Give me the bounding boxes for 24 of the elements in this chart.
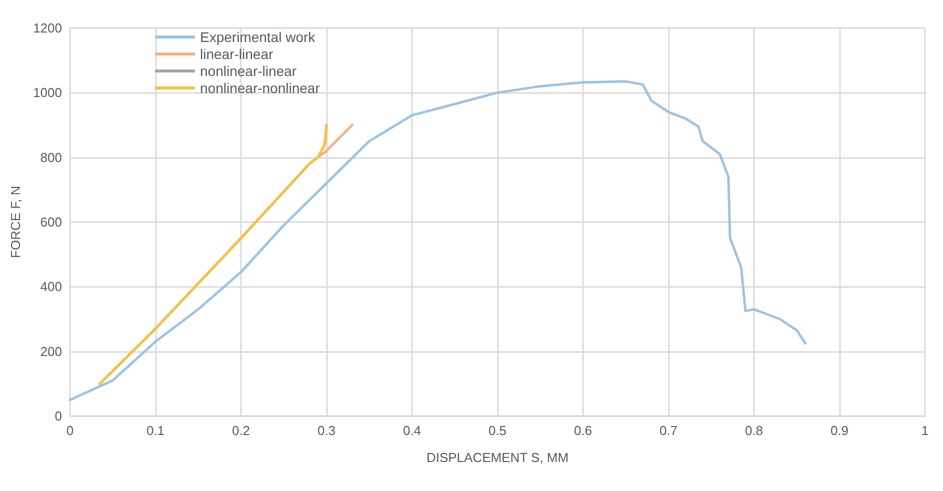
y-tick-label: 600 [40, 214, 62, 230]
legend-label: nonlinear-nonlinear [200, 80, 320, 96]
legend-label: linear-linear [200, 46, 274, 62]
y-tick-label: 1000 [33, 85, 62, 100]
y-tick-label: 200 [40, 344, 62, 359]
x-tick-label: 0.4 [402, 423, 422, 438]
x-axis-title: DISPLACEMENT S, MM [426, 450, 569, 465]
legend-label: nonlinear-linear [200, 63, 297, 79]
y-tick-label: 800 [40, 150, 62, 165]
y-tick-label: 400 [40, 279, 62, 294]
x-tick-label: 0.8 [744, 423, 764, 438]
x-tick-label: 0.3 [317, 423, 336, 438]
legend-label: Experimental work [200, 29, 316, 45]
x-tick-label: 1 [921, 423, 929, 438]
y-tick-label: 1200 [33, 20, 62, 36]
x-tick-label: 0.6 [574, 423, 592, 438]
x-tick-label: 0.7 [659, 423, 678, 438]
x-tick-label: 0.2 [232, 423, 250, 438]
x-tick-label: 0.1 [146, 423, 165, 438]
x-tick-label: 0.5 [488, 423, 507, 438]
x-tick-label: 0 [66, 423, 74, 438]
y-axis-title: FORCE F, N [8, 186, 23, 258]
y-tick-label: 0 [54, 408, 62, 424]
x-tick-label: 0.9 [830, 423, 849, 438]
